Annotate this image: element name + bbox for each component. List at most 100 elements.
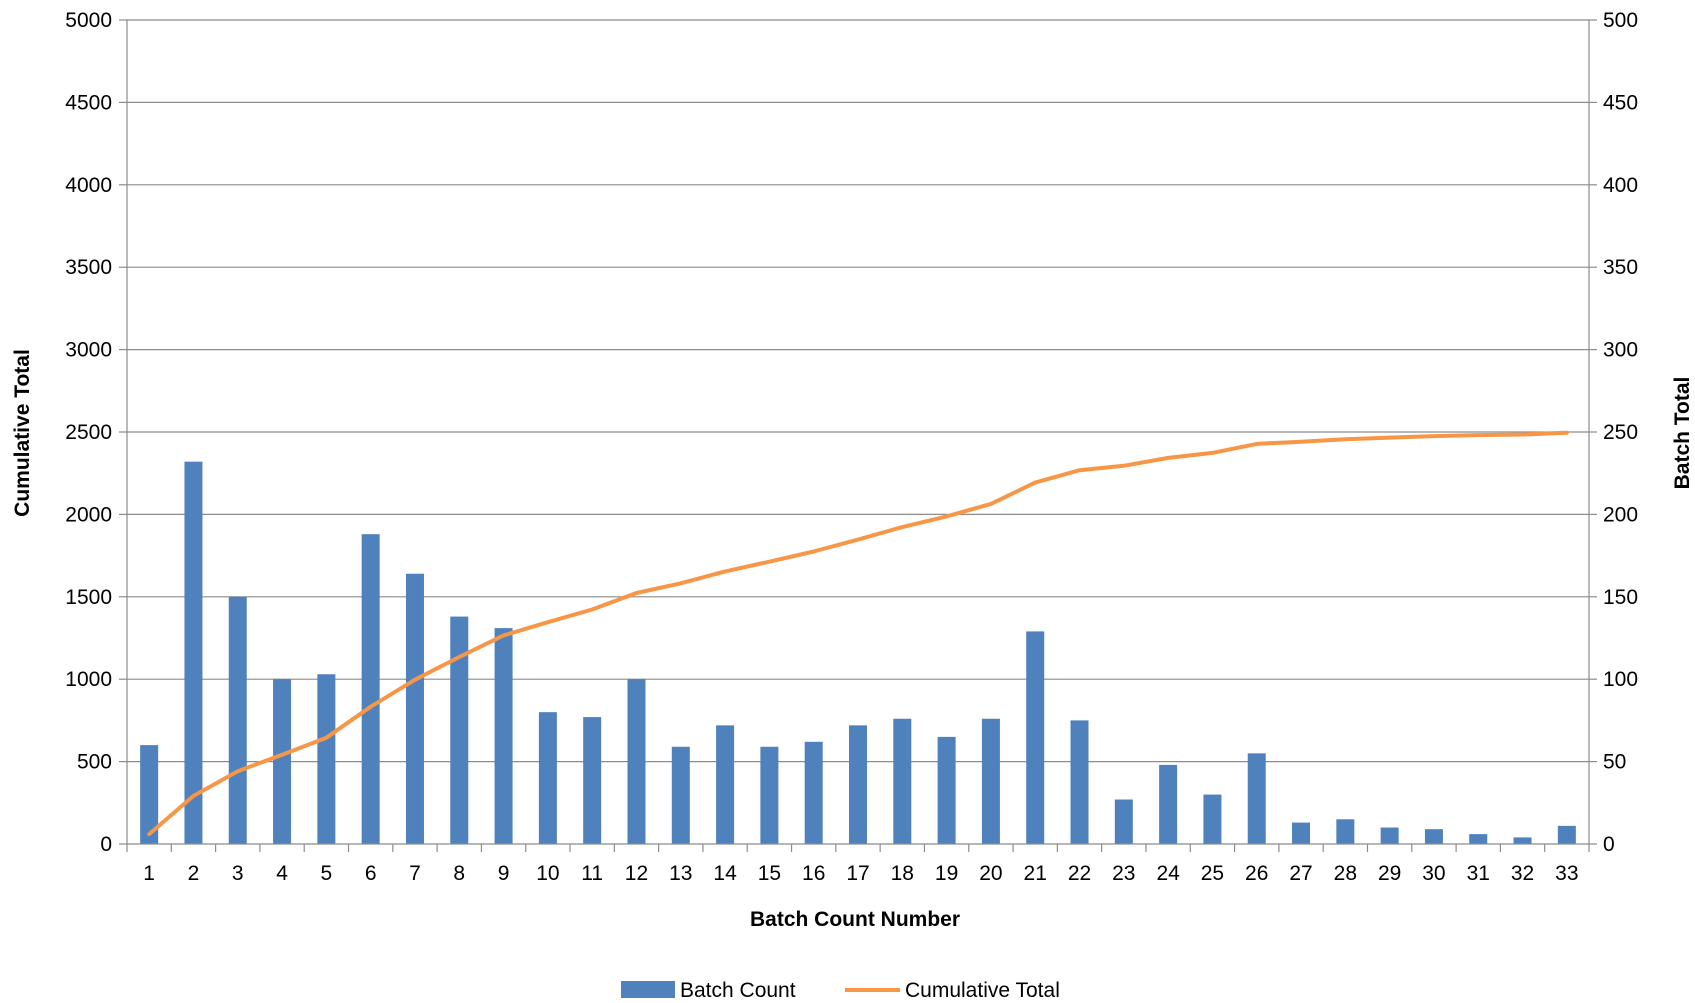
x-tick-label: 28: [1334, 862, 1357, 885]
x-tick-label: 2: [188, 862, 200, 885]
x-tick-label: 19: [935, 862, 958, 885]
bar: [361, 534, 380, 844]
bar: [228, 596, 247, 844]
bar: [1070, 720, 1089, 844]
bar: [1203, 794, 1222, 844]
y-left-tick-label: 2000: [65, 503, 112, 526]
y-right-tick-label: 100: [1603, 668, 1638, 691]
y-right-tick-label: 500: [1603, 9, 1638, 32]
bar: [273, 679, 292, 844]
x-tick-label: 18: [891, 862, 914, 885]
y-right-tick-label: 150: [1603, 586, 1638, 609]
x-tick-label: 20: [979, 862, 1002, 885]
legend-label-cumulative-total: Cumulative Total: [905, 979, 1060, 1002]
y-left-tick-label: 5000: [65, 9, 112, 32]
y-axis-right-title: Batch Total: [1671, 377, 1694, 490]
bar: [716, 725, 735, 844]
bar: [1159, 764, 1178, 844]
bar: [1380, 827, 1399, 844]
gridlines: [127, 19, 1589, 763]
y-left-tick-label: 1000: [65, 668, 112, 691]
bar: [1247, 753, 1266, 844]
line-path: [147, 430, 1569, 837]
y-right-tick-label: 0: [1603, 833, 1615, 856]
y-right-tick-label: 400: [1603, 174, 1638, 197]
x-tick-label: 8: [453, 862, 465, 885]
x-tick-label: 33: [1555, 862, 1578, 885]
bar: [671, 746, 690, 844]
bar: [893, 718, 912, 844]
bar: [760, 746, 779, 844]
bar: [804, 741, 823, 844]
x-tick-label: 1: [143, 862, 155, 885]
x-tick-label: 14: [713, 862, 737, 885]
bar: [1026, 631, 1045, 844]
x-tick-label: 31: [1467, 862, 1490, 885]
bar: [849, 725, 867, 844]
legend-swatch-batch-count: [621, 981, 675, 998]
x-tick-label: 24: [1156, 862, 1180, 885]
y-right-tick-label: 300: [1603, 339, 1638, 362]
x-tick-label: 29: [1378, 862, 1401, 885]
y-left-tick-label: 4000: [65, 174, 112, 197]
bar: [1292, 822, 1311, 844]
bar: [1557, 825, 1576, 844]
bar: [494, 628, 513, 844]
x-tick-label: 17: [846, 862, 869, 885]
y-left-tick-label: 2500: [65, 421, 112, 444]
bar: [627, 679, 646, 844]
x-tick-label: 5: [321, 862, 333, 885]
y-right-tick-label: 250: [1603, 421, 1638, 444]
x-tick-label: 27: [1289, 862, 1312, 885]
y-right-tick-label: 350: [1603, 256, 1638, 279]
x-tick-label: 16: [802, 862, 825, 885]
y-left-tick-label: 4500: [65, 91, 112, 114]
y-left-tick-label: 500: [77, 751, 112, 774]
x-tick-label: 21: [1024, 862, 1047, 885]
bar: [1513, 837, 1532, 844]
x-tick-label: 25: [1201, 862, 1224, 885]
x-tick-label: 13: [669, 862, 692, 885]
bar: [583, 717, 602, 844]
y-axis-left-title: Cumulative Total: [11, 349, 34, 517]
x-tick-label: 10: [536, 862, 559, 885]
x-tick-label: 30: [1422, 862, 1445, 885]
y-right-tick-label: 50: [1603, 751, 1626, 774]
bar: [1424, 829, 1443, 844]
x-tick-label: 26: [1245, 862, 1268, 885]
bar: [538, 712, 557, 844]
x-tick-label: 23: [1112, 862, 1135, 885]
x-tick-label: 7: [409, 862, 421, 885]
x-axis-title: Batch Count Number: [750, 908, 960, 931]
y-left-tick-label: 3500: [65, 256, 112, 279]
y-right-tick-label: 200: [1603, 503, 1638, 526]
line-series: [147, 430, 1569, 837]
y-right-tick-label: 450: [1603, 91, 1638, 114]
legend: Batch Count Cumulative Total: [621, 979, 1060, 1002]
bar: [981, 718, 1000, 844]
bar: [1336, 819, 1355, 844]
x-tick-label: 12: [625, 862, 648, 885]
y-left-tick-label: 1500: [65, 586, 112, 609]
y-left-tick-label: 3000: [65, 339, 112, 362]
x-tick-label: 11: [581, 862, 603, 885]
bar: [937, 736, 956, 844]
axes: [119, 19, 1597, 852]
bar: [405, 573, 424, 844]
legend-label-batch-count: Batch Count: [680, 979, 796, 1002]
x-tick-label: 6: [365, 862, 377, 885]
bar: [450, 616, 469, 844]
x-tick-label: 22: [1068, 862, 1091, 885]
x-tick-label: 4: [276, 862, 288, 885]
x-tick-label: 15: [758, 862, 781, 885]
x-tick-label: 9: [498, 862, 510, 885]
bar: [140, 745, 159, 844]
bar: [1469, 834, 1488, 844]
bar: [317, 674, 336, 844]
bar: [184, 461, 203, 844]
x-tick-label: 32: [1511, 862, 1534, 885]
bar: [1114, 799, 1133, 844]
